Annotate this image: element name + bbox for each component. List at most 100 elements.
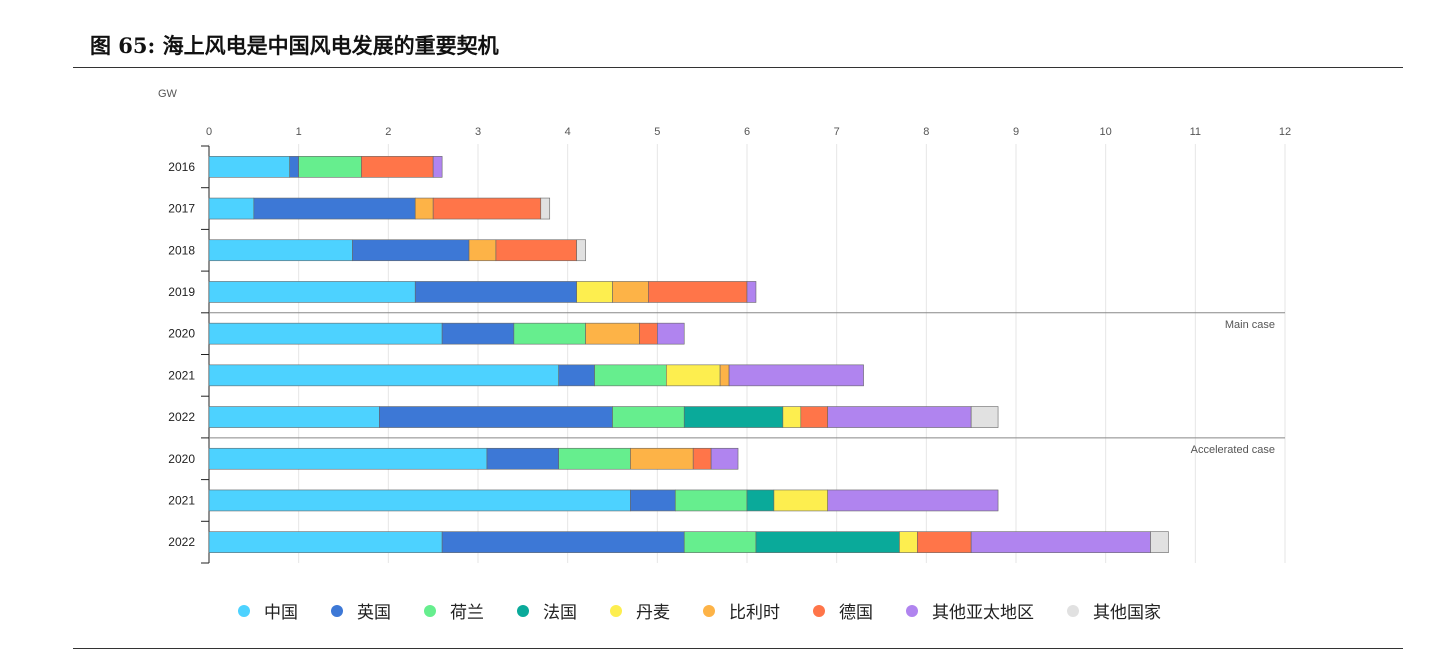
legend-label: 英国 — [357, 603, 391, 623]
bar-segment — [208, 239, 353, 262]
bar-segment — [361, 156, 434, 178]
category-label: 2021 — [168, 368, 195, 382]
category-label: 2022 — [168, 535, 195, 549]
bottom-rule — [73, 648, 1403, 649]
legend-label: 荷兰 — [450, 603, 484, 623]
bar-segment — [414, 281, 577, 303]
legend-swatch — [906, 604, 918, 617]
group-label: Accelerated case — [1191, 444, 1275, 456]
x-tick-label: 0 — [206, 126, 212, 138]
x-tick-label: 7 — [834, 126, 840, 138]
legend-label: 丹麦 — [636, 603, 670, 623]
bar-segment — [719, 364, 730, 387]
bar-segment — [208, 447, 488, 470]
bar-segment — [432, 156, 443, 178]
category-label: 2020 — [168, 452, 195, 466]
legend-label: 法国 — [543, 603, 577, 623]
bar-segment — [665, 364, 721, 387]
figure-title: 图 65: 海上风电是中国风电发展的重要契机 — [90, 33, 499, 58]
bar-segment — [746, 281, 757, 303]
bar-segment — [298, 156, 362, 178]
category-label: 2020 — [168, 327, 195, 341]
bar-segment — [755, 531, 900, 553]
bar-segment — [612, 281, 649, 303]
bar-segment — [208, 364, 560, 387]
unit-label: GW — [158, 88, 178, 100]
bar-segment — [558, 364, 595, 387]
legend-swatch — [238, 604, 250, 617]
chart-legend: 中国 英国 荷兰 法国 丹麦 比利时 德国 其他亚太地区 其他国家 — [238, 598, 1194, 623]
legend-swatch — [813, 604, 825, 617]
bar-segment — [710, 447, 739, 470]
bar-segment — [540, 197, 551, 220]
bar-segment — [208, 406, 380, 428]
bar-segment — [594, 364, 667, 387]
bar-segment — [576, 239, 586, 262]
bar-segment — [782, 406, 802, 428]
category-label: 2018 — [168, 243, 195, 257]
x-tick-label: 3 — [475, 126, 481, 138]
bar-segment — [746, 489, 775, 512]
legend-item: 其他国家 — [1067, 598, 1161, 623]
bar-segment — [639, 322, 658, 345]
bar-segment — [414, 197, 434, 220]
bar-segment — [486, 447, 560, 470]
x-tick-label: 1 — [296, 126, 302, 138]
bar-segment — [558, 447, 631, 470]
category-label: 2016 — [168, 160, 195, 174]
category-label: 2019 — [168, 285, 195, 299]
x-tick-label: 5 — [654, 126, 660, 138]
legend-item: 荷兰 — [424, 598, 484, 623]
bar-segment — [513, 322, 586, 345]
legend-swatch — [331, 604, 343, 617]
bar-segment — [208, 156, 290, 178]
legend-item: 其他亚太地区 — [906, 598, 1034, 623]
bar-segment — [899, 531, 918, 553]
category-label: 2022 — [168, 410, 195, 424]
legend-item: 法国 — [517, 598, 577, 623]
legend-label: 比利时 — [729, 603, 780, 623]
legend-swatch — [424, 604, 436, 617]
bar-segment — [379, 406, 613, 428]
category-label: 2017 — [168, 202, 195, 216]
bar-segment — [683, 531, 757, 553]
bar-segment — [208, 489, 631, 512]
bar-segment — [692, 447, 712, 470]
x-tick-label: 10 — [1100, 126, 1112, 138]
x-tick-label: 9 — [1013, 126, 1019, 138]
legend-item: 德国 — [813, 598, 873, 623]
bar-segment — [630, 447, 694, 470]
bar-segment — [441, 322, 515, 345]
bar-segment — [441, 531, 685, 553]
bar-segment — [827, 489, 999, 512]
legend-label: 中国 — [264, 603, 298, 623]
bar-segment — [352, 239, 470, 262]
legend-item: 英国 — [331, 598, 391, 623]
category-label: 2021 — [168, 493, 195, 507]
bar-segment — [253, 197, 416, 220]
bar-segment — [612, 406, 685, 428]
bar-segment — [970, 406, 999, 428]
stacked-bar-chart: GW0 1 2 3 4 5 6 7 8 9 10 11 122016201720182019202020… — [158, 88, 1291, 564]
legend-item: 丹麦 — [610, 598, 670, 623]
legend-swatch — [1067, 604, 1079, 617]
bar-segment — [468, 239, 497, 262]
legend-label: 德国 — [839, 603, 873, 623]
legend-label: 其他国家 — [1093, 603, 1161, 623]
bar-segment — [648, 281, 748, 303]
bar-segment — [495, 239, 577, 262]
x-tick-label: 11 — [1190, 126, 1201, 138]
bar-segment — [917, 531, 972, 553]
legend-swatch — [517, 604, 529, 617]
bar-segment — [585, 322, 640, 345]
x-tick-label: 2 — [385, 126, 391, 138]
bar-segment — [289, 156, 299, 178]
legend-item: 中国 — [238, 598, 298, 623]
bar-segment — [970, 531, 1151, 553]
x-tick-label: 4 — [565, 126, 571, 138]
top-rule — [73, 67, 1403, 68]
bar-segment — [208, 531, 443, 553]
legend-swatch — [610, 604, 622, 617]
group-label: Main case — [1225, 319, 1275, 331]
legend-swatch — [703, 604, 715, 617]
